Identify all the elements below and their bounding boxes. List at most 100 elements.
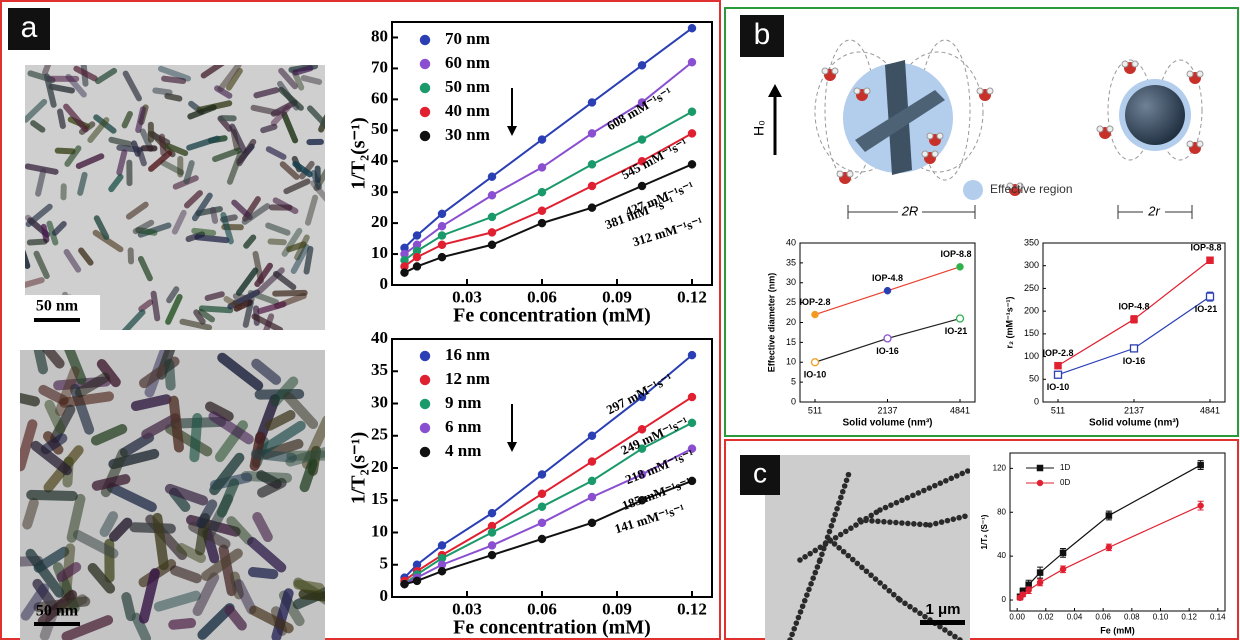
x-axis-label: Solid volume (nm³) — [1089, 418, 1179, 429]
nanoparticle — [853, 522, 859, 528]
rod-particle — [272, 289, 308, 297]
nanoparticle — [843, 477, 850, 484]
nanoparticle — [849, 556, 856, 563]
nanoparticle — [905, 520, 911, 527]
rod-particle — [90, 424, 128, 446]
rod-particle — [77, 171, 88, 196]
data-point — [687, 350, 697, 360]
nanoparticle — [812, 547, 819, 554]
y-tick-label: 30 — [371, 392, 388, 411]
rod-particle — [152, 512, 169, 571]
data-point — [1054, 361, 1062, 370]
nanoparticle — [944, 517, 951, 524]
data-point — [637, 444, 647, 453]
data-point — [1059, 566, 1067, 573]
data-point — [537, 489, 547, 499]
rod-particle — [231, 199, 253, 221]
panel-b-border — [724, 7, 1239, 437]
water-hydrogen — [1006, 182, 1014, 190]
field-arrow-head — [768, 84, 782, 97]
data-point — [537, 518, 547, 528]
rod-particle — [25, 277, 45, 291]
rod-particle — [25, 548, 65, 598]
data-point — [1036, 464, 1044, 472]
nanoparticle — [831, 541, 838, 547]
water-hydrogen — [1016, 182, 1024, 190]
slope-annotation: 608 mM⁻¹s⁻¹ — [604, 84, 674, 133]
y-tick-label: 20 — [371, 457, 388, 476]
nanoparticle — [863, 517, 869, 524]
x-tick-label: 4841 — [1200, 405, 1220, 415]
point-label: IO-16 — [876, 346, 899, 356]
data-point — [1036, 569, 1044, 576]
x-tick-label: 0.14 — [1210, 613, 1226, 622]
rod-particle — [310, 169, 322, 190]
x-tick-label: 2137 — [877, 405, 897, 415]
data-point — [811, 310, 819, 319]
nanoparticle — [899, 497, 905, 504]
scale-bar — [34, 622, 80, 626]
data-point — [412, 576, 422, 586]
y-tick-label: 120 — [993, 463, 1007, 472]
nanoparticle — [927, 522, 933, 528]
rod-particle — [153, 590, 202, 612]
nanoparticle — [817, 557, 823, 563]
rod-particle — [108, 136, 132, 147]
nanoparticle — [812, 569, 819, 576]
nanoparticle — [893, 519, 899, 526]
y-tick-label: 0 — [380, 274, 389, 293]
rod-particle — [240, 471, 293, 483]
y-tick-label: 0 — [380, 586, 389, 605]
data-point — [419, 446, 431, 458]
rod-particle — [106, 482, 157, 513]
rod-particle — [42, 65, 54, 76]
data-point — [687, 160, 697, 169]
water-hydrogen — [1096, 125, 1104, 133]
nanoparticle — [836, 545, 842, 551]
rod-particle — [236, 138, 257, 167]
rod-particle — [195, 206, 223, 217]
x-tick-label: 0.00 — [1009, 613, 1025, 622]
nanoparticle — [797, 609, 804, 615]
rod-particle — [164, 142, 189, 157]
data-point — [1036, 579, 1044, 586]
nanoparticle — [839, 488, 846, 495]
y-tick-label: 250 — [1024, 283, 1039, 293]
y-tick-label: 60 — [371, 88, 388, 107]
rod-particle — [78, 247, 94, 266]
data-point — [412, 252, 422, 262]
y-tick-label: 20 — [786, 317, 796, 327]
data-point — [437, 252, 447, 262]
x-tick-label: 0.03 — [452, 600, 482, 619]
rod-particle — [283, 178, 311, 195]
panel-label: c — [753, 457, 767, 488]
data-point — [587, 98, 597, 107]
rod-particle — [303, 245, 314, 275]
x-tick-label: 0.12 — [1181, 613, 1197, 622]
data-point — [1205, 292, 1215, 301]
nanoparticle — [875, 518, 881, 525]
rod-particle — [148, 150, 173, 172]
data-point — [537, 534, 547, 544]
data-point — [1197, 461, 1204, 469]
nanoparticle — [868, 572, 874, 578]
x-tick-label: 0.06 — [527, 288, 557, 307]
x-tick-label: 0.09 — [602, 288, 632, 307]
rod-particle — [194, 234, 230, 244]
water-hydrogen — [1196, 140, 1204, 148]
rod-particle — [135, 106, 146, 134]
rod-particle — [191, 227, 217, 236]
water-hydrogen — [1186, 70, 1194, 78]
rod-particle — [171, 209, 187, 235]
legend-label: 12 nm — [445, 369, 490, 388]
rod-particle — [158, 133, 167, 157]
legend-label: 16 nm — [445, 345, 490, 364]
rod-particle — [160, 159, 185, 176]
rod-particle — [200, 65, 226, 79]
rod-particle — [138, 299, 154, 312]
rod-particle — [74, 372, 110, 398]
series-line — [403, 110, 693, 262]
nanoparticle — [872, 576, 879, 582]
rod-particle — [119, 309, 146, 330]
